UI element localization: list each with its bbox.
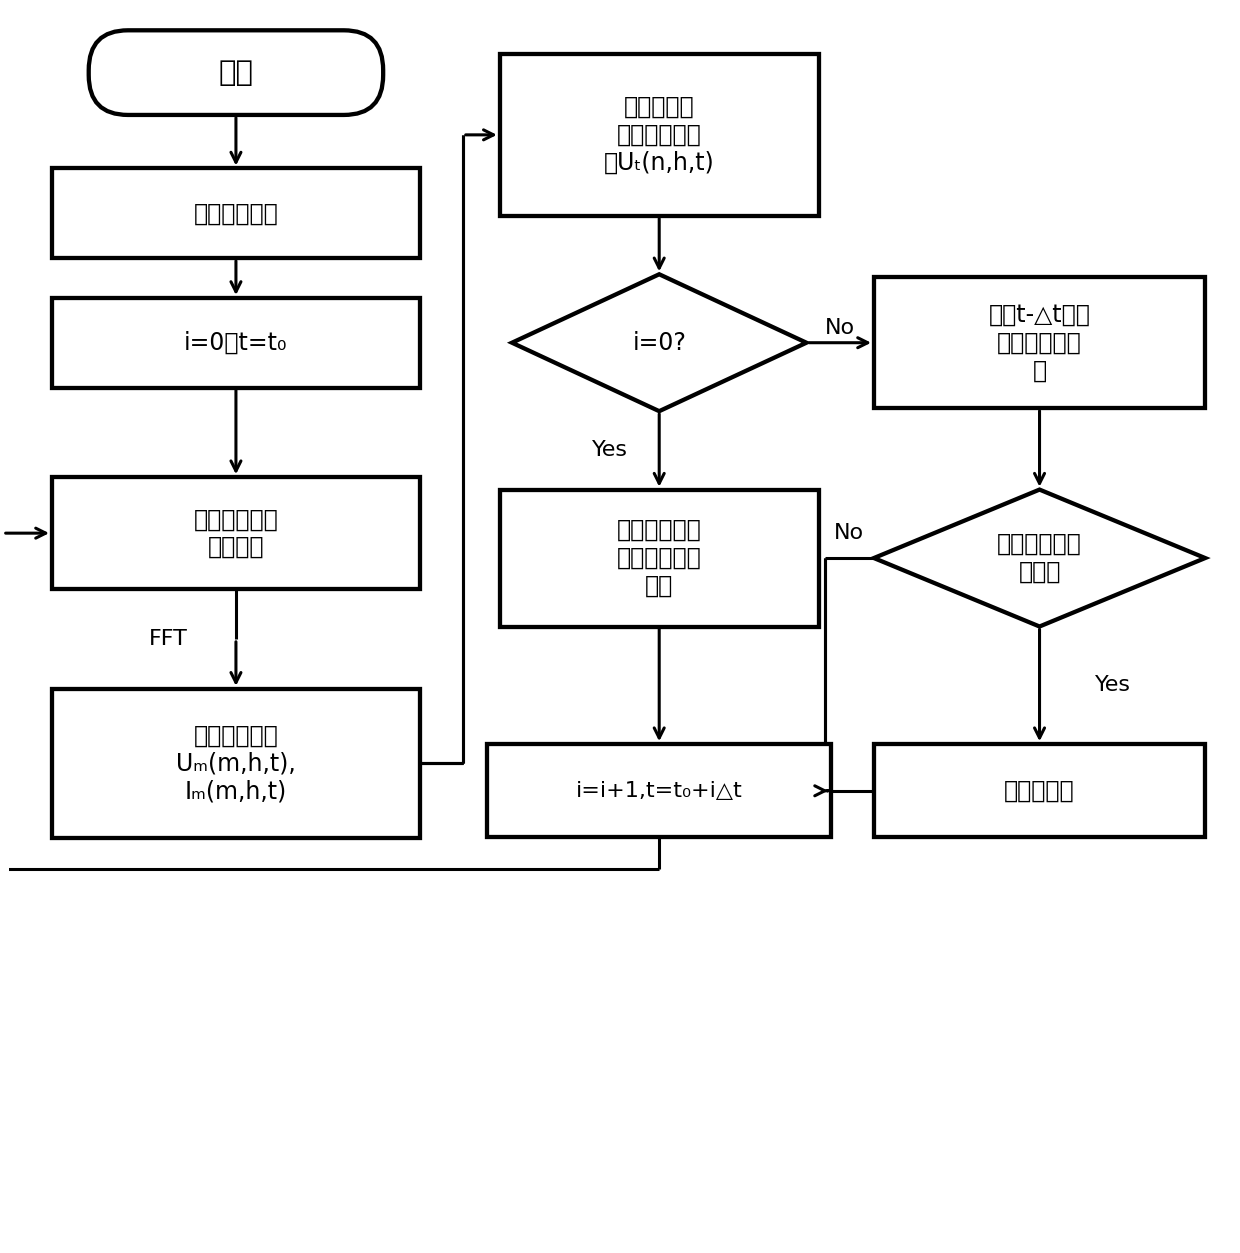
Bar [874, 277, 1205, 408]
Text: 读取网络参数: 读取网络参数 [193, 202, 278, 226]
Bar [500, 490, 818, 626]
Bar [52, 298, 420, 387]
Bar [487, 744, 831, 837]
Text: 开始: 开始 [218, 59, 253, 86]
Text: FFT: FFT [149, 629, 188, 649]
Bar [500, 54, 818, 216]
Text: i=0，t=t₀: i=0，t=t₀ [185, 331, 288, 355]
Polygon shape [512, 274, 806, 411]
Text: 同步量测终端
采集波形: 同步量测终端 采集波形 [193, 507, 278, 559]
Bar [52, 689, 420, 838]
Text: 存储量测数据
Uₘ(m,h,t),
Iₘ(m,h,t): 存储量测数据 Uₘ(m,h,t), Iₘ(m,h,t) [176, 724, 296, 803]
FancyBboxPatch shape [89, 30, 383, 115]
Text: 谐波状态估
计，存储状态
量Uₜ(n,h,t): 谐波状态估 计，存储状态 量Uₜ(n,h,t) [604, 95, 714, 174]
Bar [874, 744, 1205, 837]
Text: 与（t-△t）时
刻谐波状态作
差: 与（t-△t）时 刻谐波状态作 差 [988, 303, 1090, 382]
Text: 是否超过判断
阈値？: 是否超过判断 阈値？ [997, 533, 1083, 584]
Polygon shape [874, 490, 1205, 626]
Text: No: No [835, 524, 864, 543]
Text: No: No [825, 318, 856, 338]
Text: i=0?: i=0? [632, 331, 686, 355]
Bar [52, 168, 420, 258]
Text: i=i+1,t=t₀+i△t: i=i+1,t=t₀+i△t [575, 781, 743, 801]
Text: 谐波源定位，
得到初始谐波
状态: 谐波源定位， 得到初始谐波 状态 [616, 519, 702, 598]
Text: 谐波源定位: 谐波源定位 [1004, 779, 1075, 803]
Text: Yes: Yes [1095, 675, 1131, 695]
Bar [52, 477, 420, 589]
Text: Yes: Yes [593, 440, 629, 460]
